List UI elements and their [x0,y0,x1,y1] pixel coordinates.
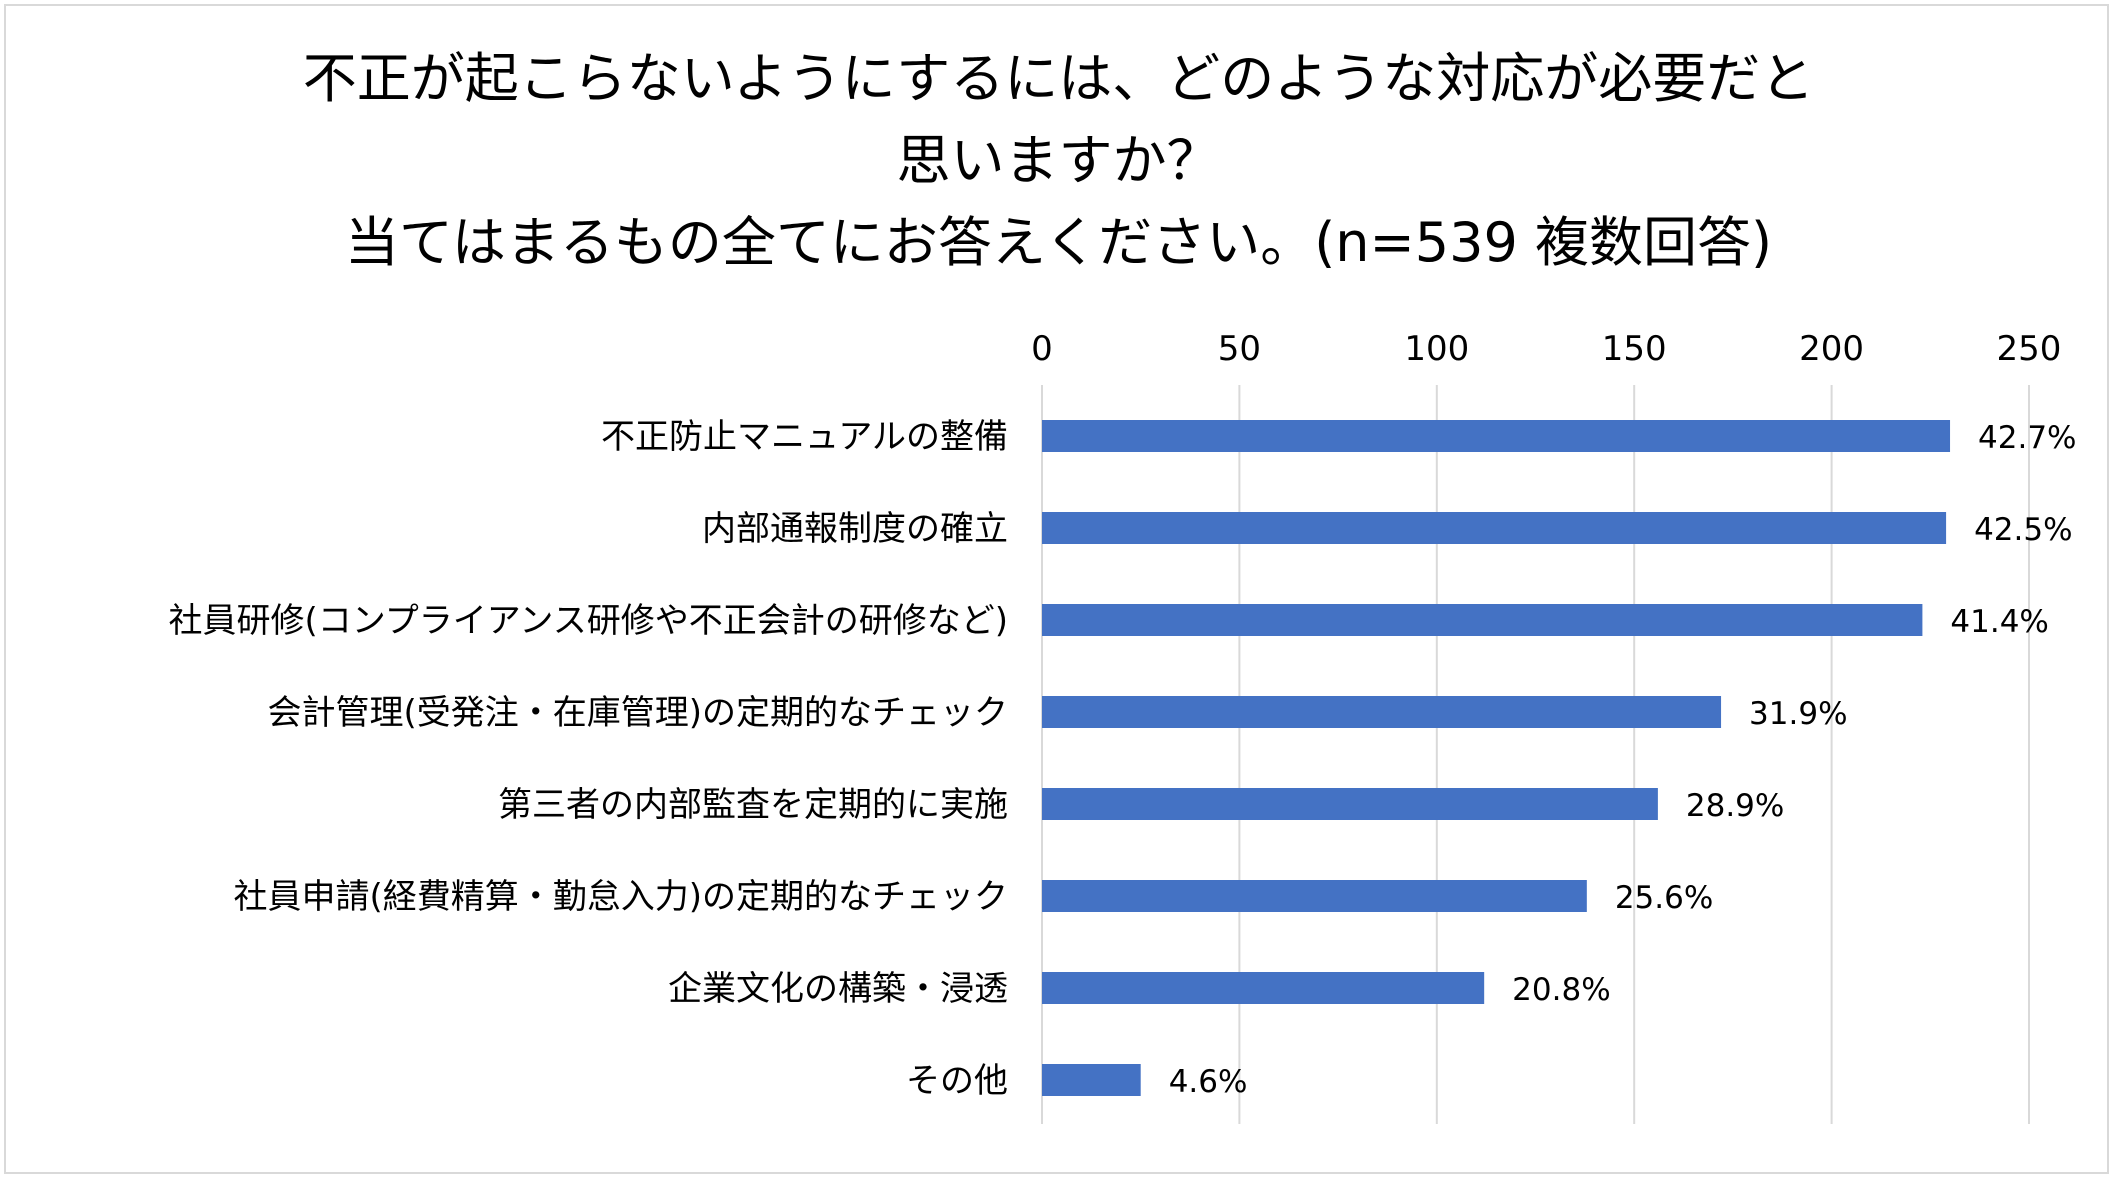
category-label: 企業文化の構築・浸透 [668,969,1008,1009]
category-label: 第三者の内部監査を定期的に実施 [498,785,1008,825]
bar [1042,1064,1141,1096]
category-label: 内部通報制度の確立 [702,509,1008,549]
category-label: その他 [906,1061,1008,1101]
category-label: 社員研修(コンプライアンス研修や不正会計の研修など) [169,601,1008,641]
chart-title-line-1: 不正が起こらないようにするには、どのような対応が必要だと [302,47,1815,110]
chart-title-line-3: 当てはまるもの全てにお答えください。(n=539 複数回答) [344,211,1773,274]
x-tick-label: 150 [1602,329,1667,369]
bar [1042,880,1587,912]
data-label: 42.5% [1974,512,2072,548]
x-tick-label: 0 [1031,329,1053,369]
data-label: 25.6% [1615,880,1713,916]
category-labels: 不正防止マニュアルの整備内部通報制度の確立社員研修(コンプライアンス研修や不正会… [169,417,1008,1101]
chart-title: 不正が起こらないようにするには、どのような対応が必要だと 思いますか？ 当てはま… [0,38,2117,284]
data-label: 28.9% [1686,788,1784,824]
chart-title-line-2: 思いますか？ [896,129,1221,192]
data-label: 4.6% [1169,1064,1248,1100]
data-label: 20.8% [1512,972,1610,1008]
category-label: 会計管理(受発注・在庫管理)の定期的なチェック [267,693,1008,733]
bar [1042,512,1947,544]
category-label: 社員申請(経費精算・勤怠入力)の定期的なチェック [233,877,1008,917]
x-tick-label: 200 [1799,329,1864,369]
bar [1042,972,1485,1004]
x-axis-ticks: 0 50 100 150 200 250 [1031,329,2061,369]
x-tick-label: 50 [1218,329,1261,369]
x-tick-label: 250 [1997,329,2062,369]
bar [1042,788,1658,820]
category-label: 不正防止マニュアルの整備 [601,417,1008,457]
x-tick-label: 100 [1404,329,1469,369]
bar [1042,696,1722,728]
bar [1042,604,1923,636]
bar [1042,420,1951,452]
bars [1042,420,1951,1096]
data-labels: 42.7% 42.5% 41.4% 31.9% 28.9% 25.6% 20.8% 4.6% [1169,420,2077,1100]
data-label: 42.7% [1978,420,2076,456]
data-label: 31.9% [1749,696,1847,732]
data-label: 41.4% [1950,604,2048,640]
gridlines [1041,385,2030,1124]
